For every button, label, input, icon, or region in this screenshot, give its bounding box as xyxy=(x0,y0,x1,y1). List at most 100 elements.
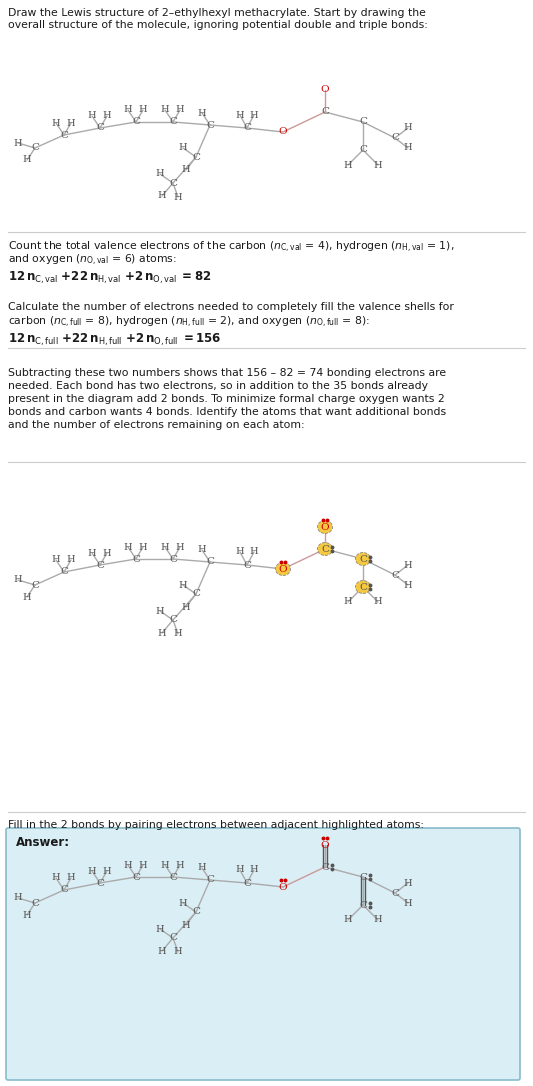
Text: C: C xyxy=(391,134,399,142)
Text: H: H xyxy=(403,898,413,908)
Text: H: H xyxy=(103,112,111,121)
Text: C: C xyxy=(60,130,68,139)
Text: C: C xyxy=(192,152,200,162)
Text: H: H xyxy=(67,556,75,565)
FancyBboxPatch shape xyxy=(6,828,520,1079)
Text: H: H xyxy=(174,192,182,202)
Text: H: H xyxy=(156,924,164,934)
Text: H: H xyxy=(374,915,382,924)
Text: C: C xyxy=(206,121,214,129)
Text: and oxygen ($n_\mathregular{O,val}$ = 6) atoms:: and oxygen ($n_\mathregular{O,val}$ = 6)… xyxy=(8,253,177,268)
Text: C: C xyxy=(321,544,329,554)
Text: H: H xyxy=(403,581,413,590)
Text: O: O xyxy=(279,883,287,892)
Text: C: C xyxy=(31,898,39,908)
Text: C: C xyxy=(359,582,367,592)
Text: C: C xyxy=(206,875,214,884)
Text: H: H xyxy=(160,860,169,870)
Text: H: H xyxy=(158,191,166,201)
Text: H: H xyxy=(88,112,96,121)
Text: $\mathbf{12\,}$$\mathbf{n_\mathregular{C,val}}$ $\mathbf{+ 22\,}$$\mathbf{n_\mat: $\mathbf{12\,}$$\mathbf{n_\mathregular{C… xyxy=(8,270,212,287)
Text: H: H xyxy=(139,543,147,552)
Text: C: C xyxy=(321,862,329,871)
Text: C: C xyxy=(96,124,104,132)
Text: H: H xyxy=(23,910,31,920)
Text: C: C xyxy=(169,555,177,564)
Text: O: O xyxy=(279,127,287,137)
Text: and the number of electrons remaining on each atom:: and the number of electrons remaining on… xyxy=(8,420,305,430)
Text: H: H xyxy=(14,576,22,584)
Text: H: H xyxy=(403,879,413,887)
Text: H: H xyxy=(52,118,60,127)
Text: C: C xyxy=(321,108,329,116)
Text: H: H xyxy=(52,556,60,565)
Ellipse shape xyxy=(318,543,333,556)
Text: H: H xyxy=(23,593,31,602)
Text: C: C xyxy=(359,900,367,909)
Text: H: H xyxy=(198,863,206,872)
Text: present in the diagram add 2 bonds. To minimize formal charge oxygen wants 2: present in the diagram add 2 bonds. To m… xyxy=(8,394,445,404)
Text: H: H xyxy=(176,860,184,870)
Text: $\mathbf{12\,}$$\mathbf{n_\mathregular{C,full}}$ $\mathbf{+ 22\,}$$\mathbf{n_\ma: $\mathbf{12\,}$$\mathbf{n_\mathregular{C… xyxy=(8,332,222,349)
Text: H: H xyxy=(176,105,184,114)
Text: C: C xyxy=(169,117,177,126)
Text: C: C xyxy=(169,178,177,188)
Ellipse shape xyxy=(356,581,370,594)
Text: H: H xyxy=(179,898,187,908)
Text: C: C xyxy=(169,934,177,943)
Text: Calculate the number of electrons needed to completely fill the valence shells f: Calculate the number of electrons needed… xyxy=(8,302,454,312)
Text: bonds and carbon wants 4 bonds. Identify the atoms that want additional bonds: bonds and carbon wants 4 bonds. Identify… xyxy=(8,407,446,417)
Text: O: O xyxy=(321,841,329,849)
Text: C: C xyxy=(391,570,399,580)
Text: H: H xyxy=(160,543,169,552)
Text: Count the total valence electrons of the carbon ($n_\mathregular{C,val}$ = 4), h: Count the total valence electrons of the… xyxy=(8,240,455,255)
Text: C: C xyxy=(243,560,251,569)
Text: H: H xyxy=(160,105,169,114)
Text: H: H xyxy=(14,894,22,902)
Ellipse shape xyxy=(356,553,370,566)
Text: H: H xyxy=(124,860,132,870)
Text: C: C xyxy=(31,143,39,152)
Text: C: C xyxy=(60,568,68,577)
Ellipse shape xyxy=(276,563,290,576)
Text: H: H xyxy=(236,547,244,556)
Text: H: H xyxy=(88,867,96,875)
Text: C: C xyxy=(359,872,367,882)
Text: H: H xyxy=(403,143,413,152)
Text: C: C xyxy=(206,557,214,567)
Text: C: C xyxy=(132,117,140,126)
Text: O: O xyxy=(321,522,329,531)
Text: H: H xyxy=(174,947,182,957)
Text: H: H xyxy=(158,947,166,956)
Text: C: C xyxy=(132,555,140,564)
Text: H: H xyxy=(179,143,187,152)
Text: H: H xyxy=(179,581,187,590)
Text: H: H xyxy=(344,597,352,606)
Text: H: H xyxy=(198,109,206,117)
Text: H: H xyxy=(182,165,190,175)
Text: C: C xyxy=(60,885,68,895)
Text: H: H xyxy=(182,603,190,611)
Text: H: H xyxy=(124,105,132,114)
Text: H: H xyxy=(182,921,190,930)
Text: needed. Each bond has two electrons, so in addition to the 35 bonds already: needed. Each bond has two electrons, so … xyxy=(8,381,428,391)
Text: C: C xyxy=(132,872,140,882)
Text: H: H xyxy=(249,111,259,119)
Text: overall structure of the molecule, ignoring potential double and triple bonds:: overall structure of the molecule, ignor… xyxy=(8,20,428,30)
Text: H: H xyxy=(236,111,244,119)
Text: H: H xyxy=(139,105,147,114)
Text: H: H xyxy=(249,866,259,874)
Text: C: C xyxy=(391,888,399,897)
Text: H: H xyxy=(67,873,75,883)
Text: H: H xyxy=(156,606,164,616)
Text: H: H xyxy=(174,630,182,639)
Text: C: C xyxy=(243,124,251,132)
Text: H: H xyxy=(23,155,31,164)
Text: H: H xyxy=(14,139,22,148)
Text: H: H xyxy=(52,873,60,883)
Text: Answer:: Answer: xyxy=(16,836,70,849)
Text: H: H xyxy=(176,543,184,552)
Text: H: H xyxy=(158,629,166,637)
Text: C: C xyxy=(96,879,104,887)
Text: H: H xyxy=(344,915,352,924)
